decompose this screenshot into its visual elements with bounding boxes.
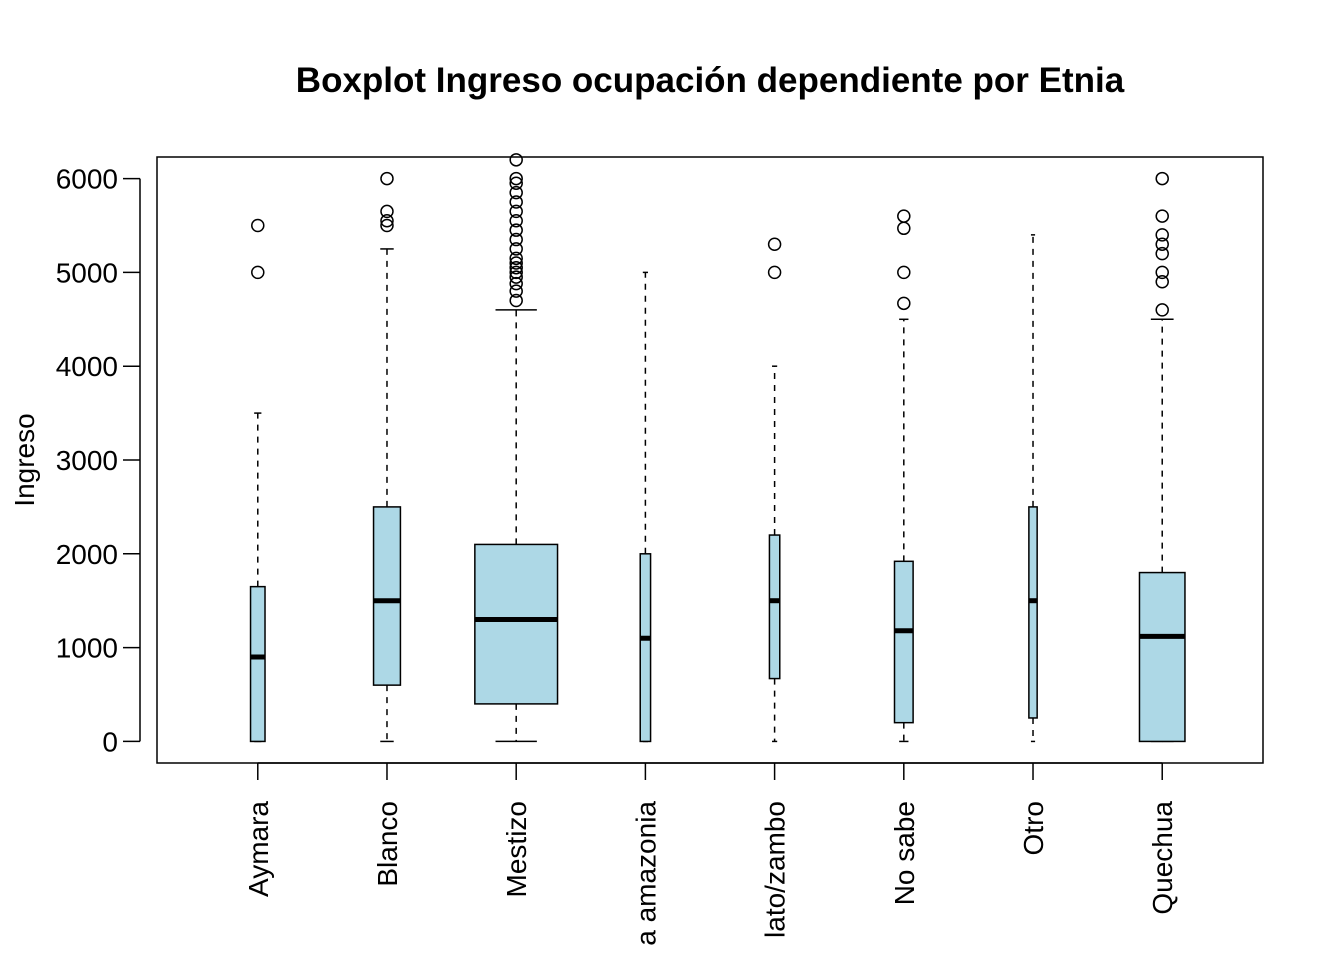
box-quechua	[1138, 171, 1186, 743]
outlier-point	[897, 209, 911, 223]
outlier-point	[251, 218, 265, 233]
iqr-box	[639, 553, 652, 743]
outlier-point	[509, 153, 523, 167]
outlier-point	[897, 265, 911, 280]
y-tick-label: 2000	[56, 539, 118, 570]
x-axis: Aymara Blanco Mestizo a amazonia lato/zambo N…	[243, 762, 1178, 946]
x-tick-label: No sabe	[889, 801, 920, 905]
outlier-point	[509, 204, 523, 219]
outlier-point	[767, 237, 782, 251]
y-tick-label: 0	[102, 726, 118, 757]
outlier-point	[509, 176, 523, 191]
outlier-point	[509, 185, 523, 200]
iqr-box	[1138, 571, 1186, 743]
y-tick-label: 4000	[56, 351, 118, 382]
box-a-amazonia	[639, 271, 652, 743]
y-tick-label: 5000	[56, 257, 118, 288]
outlier-point	[380, 218, 394, 233]
outlier-point	[509, 232, 523, 247]
box-otro	[1028, 234, 1038, 743]
outlier-point	[897, 221, 911, 236]
box-aymara	[249, 218, 266, 743]
y-axis-label: Ingreso	[9, 413, 40, 506]
outlier-point	[509, 293, 523, 308]
outlier-point	[509, 242, 523, 256]
outlier-point	[1155, 237, 1169, 251]
iqr-box	[372, 506, 402, 686]
iqr-box	[249, 585, 266, 743]
box-no-sabe	[893, 209, 914, 743]
y-axis: 0 1000 2000 3000 4000 5000 6000	[56, 164, 141, 757]
outlier-point	[509, 260, 523, 275]
iqr-box	[474, 543, 559, 705]
outlier-point	[1155, 171, 1169, 186]
outlier-point	[509, 251, 523, 266]
iqr-box	[893, 560, 914, 724]
boxes-group	[249, 153, 1186, 743]
outlier-point	[1155, 209, 1169, 223]
outlier-point	[380, 204, 394, 219]
outlier-point	[509, 223, 523, 237]
outlier-point	[509, 214, 523, 228]
outlier-point	[509, 256, 523, 270]
outlier-point	[509, 195, 523, 209]
outlier-point	[1155, 275, 1169, 289]
outlier-point	[509, 270, 523, 284]
outlier-point	[380, 171, 394, 186]
outlier-point	[767, 265, 782, 280]
x-tick-label: Aymara	[243, 801, 274, 897]
iqr-box	[768, 534, 781, 680]
iqr-box	[1028, 506, 1038, 719]
outlier-point	[380, 214, 394, 228]
chart-title: Boxplot Ingreso ocupación dependiente po…	[296, 61, 1125, 100]
y-tick-label: 3000	[56, 445, 118, 476]
x-tick-label: Mestizo	[501, 801, 532, 897]
outlier-point	[1155, 228, 1169, 242]
outlier-point	[1155, 265, 1169, 280]
plot-frame	[156, 156, 1264, 764]
x-tick-label: Otro	[1018, 801, 1049, 855]
outlier-point	[509, 284, 523, 298]
outlier-point	[1155, 303, 1169, 317]
outlier-point	[897, 296, 911, 311]
box-lato-zambo	[767, 237, 782, 743]
x-tick-label: a amazonia	[630, 801, 661, 946]
x-tick-label: Blanco	[372, 801, 403, 887]
outlier-point	[1155, 246, 1169, 261]
y-tick-label: 1000	[56, 633, 118, 664]
x-tick-label: lato/zambo	[760, 801, 791, 938]
outlier-point	[509, 265, 523, 280]
x-tick-label: Quechua	[1147, 801, 1178, 915]
outlier-point	[251, 265, 265, 280]
outlier-point	[509, 171, 523, 186]
y-tick-label: 6000	[56, 164, 118, 195]
box-mestizo	[474, 153, 559, 743]
box-blanco	[372, 171, 402, 743]
